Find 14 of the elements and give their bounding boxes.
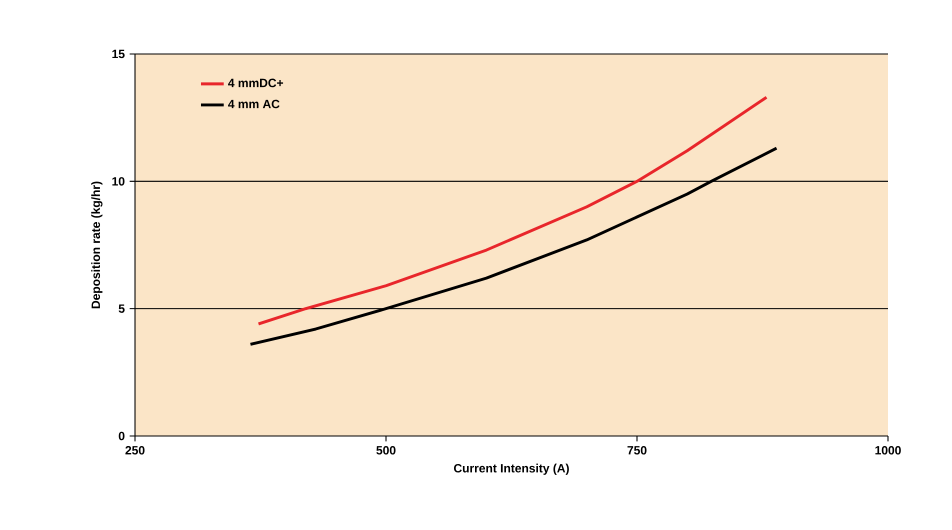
x-tick-label: 1000 <box>875 446 901 455</box>
x-tick-label: 750 <box>628 446 647 455</box>
y-tick-label: 5 <box>118 304 125 313</box>
x-tick-label: 250 <box>125 446 145 455</box>
x-axis-title: Current Intensity (A) <box>454 464 569 475</box>
legend-label: 4 mm AC <box>228 100 280 108</box>
y-axis-title: Deposition rate (kg/hr) <box>91 182 102 308</box>
y-tick-label: 15 <box>112 50 125 58</box>
y-tick-label: 10 <box>112 177 124 186</box>
line-series <box>248 146 778 346</box>
legend-label: 4 mmDC+ <box>228 78 284 88</box>
y-tick-label: 0 <box>118 432 124 440</box>
line-series <box>257 96 768 326</box>
x-tick-label: 500 <box>376 446 396 455</box>
